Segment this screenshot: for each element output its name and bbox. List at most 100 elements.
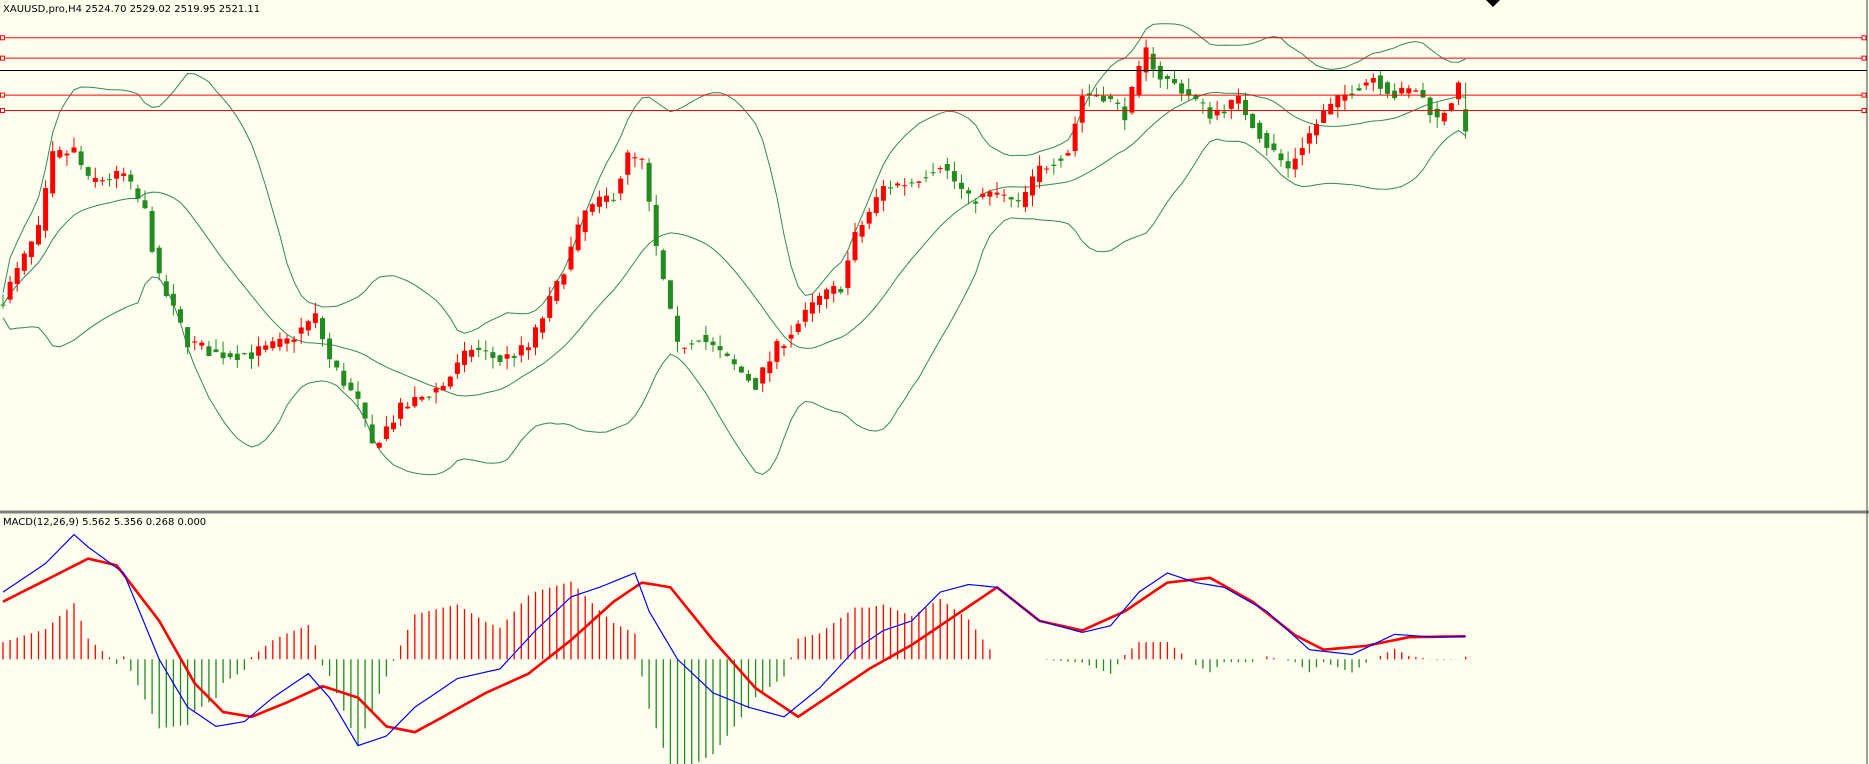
candle[interactable]	[21, 250, 27, 276]
price-panel[interactable]	[0, 23, 1867, 476]
candle[interactable]	[568, 236, 574, 272]
candle[interactable]	[170, 283, 176, 316]
candle[interactable]	[873, 188, 879, 217]
candle[interactable]	[561, 272, 567, 290]
candle[interactable]	[880, 179, 886, 212]
candle[interactable]	[1030, 169, 1035, 207]
candle[interactable]	[149, 206, 155, 254]
candle[interactable]	[682, 347, 688, 354]
candle[interactable]	[341, 362, 347, 389]
candle[interactable]	[99, 177, 105, 186]
candle[interactable]	[1065, 149, 1071, 157]
candle[interactable]	[1413, 88, 1419, 92]
candle[interactable]	[1299, 137, 1305, 166]
candle[interactable]	[391, 415, 396, 432]
candle[interactable]	[639, 157, 645, 170]
candle[interactable]	[781, 343, 787, 357]
candle[interactable]	[206, 340, 212, 357]
candle[interactable]	[632, 152, 638, 168]
candle[interactable]	[298, 317, 304, 344]
candle[interactable]	[738, 365, 744, 374]
candle[interactable]	[575, 216, 581, 253]
candle[interactable]	[36, 216, 41, 246]
candle[interactable]	[405, 402, 411, 410]
candle[interactable]	[220, 341, 226, 365]
candle[interactable]	[618, 176, 624, 201]
candle[interactable]	[795, 320, 801, 335]
candle[interactable]	[1271, 133, 1277, 153]
candle[interactable]	[263, 340, 269, 353]
candle[interactable]	[1157, 61, 1163, 89]
candle[interactable]	[1321, 104, 1327, 124]
candle[interactable]	[71, 137, 77, 154]
candle[interactable]	[447, 375, 453, 390]
level-handle-right[interactable]	[1861, 55, 1867, 61]
chart-shift-marker-icon[interactable]	[1486, 0, 1500, 7]
candle[interactable]	[824, 287, 830, 309]
candle[interactable]	[305, 319, 311, 336]
candle[interactable]	[902, 178, 908, 196]
candle[interactable]	[845, 251, 851, 295]
candle[interactable]	[547, 287, 553, 322]
candle[interactable]	[398, 398, 404, 427]
candle[interactable]	[426, 395, 432, 401]
candle[interactable]	[540, 316, 546, 340]
candle[interactable]	[199, 339, 205, 350]
macd-panel[interactable]	[2, 533, 1467, 764]
level-handle-right[interactable]	[1861, 92, 1867, 98]
candle[interactable]	[320, 316, 325, 347]
candle[interactable]	[1207, 101, 1213, 125]
candle[interactable]	[362, 402, 368, 428]
candle[interactable]	[760, 366, 766, 393]
candle[interactable]	[1235, 88, 1241, 112]
horizontal-level-line[interactable]	[0, 35, 1867, 41]
candle[interactable]	[667, 279, 673, 310]
level-handle-left[interactable]	[0, 55, 5, 61]
candle[interactable]	[703, 326, 709, 351]
candle[interactable]	[163, 274, 169, 298]
candle[interactable]	[142, 190, 148, 210]
candle[interactable]	[249, 344, 254, 369]
candle[interactable]	[291, 336, 297, 353]
candle[interactable]	[660, 248, 666, 281]
candle[interactable]	[944, 157, 950, 180]
candle[interactable]	[85, 166, 91, 180]
candle[interactable]	[774, 338, 780, 370]
candle[interactable]	[78, 145, 84, 170]
candle[interactable]	[511, 353, 517, 367]
candle[interactable]	[312, 302, 318, 329]
candle[interactable]	[625, 149, 631, 185]
candle[interactable]	[57, 146, 63, 160]
candle[interactable]	[1037, 155, 1043, 189]
candle[interactable]	[909, 178, 915, 188]
candle[interactable]	[895, 181, 901, 188]
candle[interactable]	[1427, 96, 1433, 124]
candle[interactable]	[1285, 151, 1291, 178]
candle[interactable]	[355, 381, 361, 409]
candle[interactable]	[1306, 126, 1312, 154]
candle[interactable]	[7, 275, 13, 304]
candle[interactable]	[973, 198, 979, 214]
candle[interactable]	[994, 182, 1000, 198]
candle[interactable]	[1136, 60, 1142, 98]
candle[interactable]	[1456, 80, 1461, 105]
macd-main-line[interactable]	[2, 533, 1466, 747]
candle[interactable]	[1342, 84, 1348, 111]
candle[interactable]	[43, 180, 49, 238]
candle[interactable]	[1143, 39, 1149, 82]
candle[interactable]	[554, 279, 560, 305]
candle[interactable]	[866, 207, 872, 230]
candle[interactable]	[476, 339, 482, 358]
candle[interactable]	[277, 332, 283, 351]
candle[interactable]	[1129, 86, 1135, 115]
candle[interactable]	[1172, 70, 1177, 86]
candle[interactable]	[696, 340, 702, 343]
candle[interactable]	[1200, 98, 1206, 114]
candle[interactable]	[383, 415, 389, 442]
candle[interactable]	[1243, 92, 1248, 121]
candle[interactable]	[838, 286, 844, 295]
candle[interactable]	[270, 336, 276, 351]
candle[interactable]	[14, 261, 20, 292]
candle[interactable]	[433, 382, 439, 404]
